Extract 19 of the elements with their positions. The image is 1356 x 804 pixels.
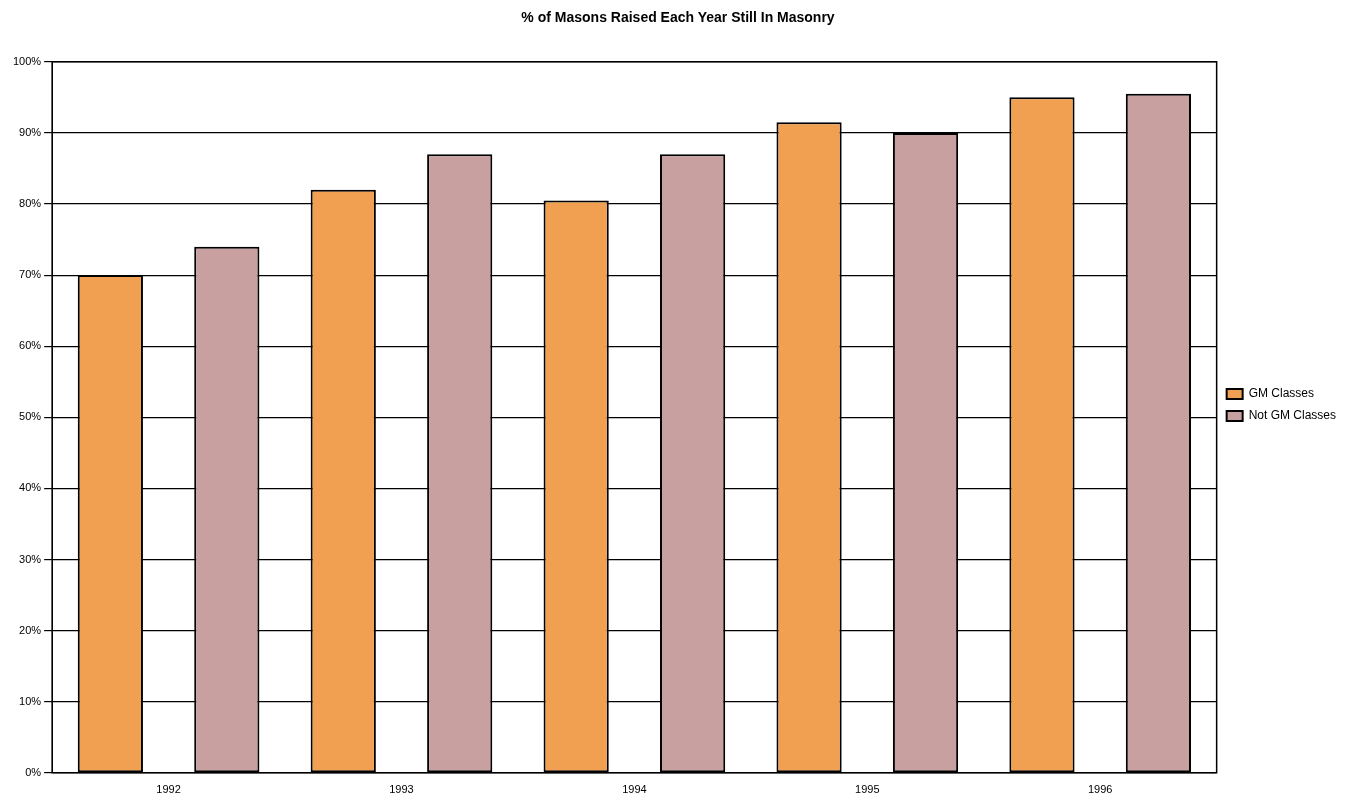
y-tick-label: 30%: [19, 552, 42, 565]
y-tick-label: 100%: [12, 54, 42, 67]
x-tick-label: 1993: [389, 783, 414, 796]
y-tick-label: 0%: [25, 765, 42, 778]
x-tick-label: 1995: [855, 783, 880, 796]
y-tick-label: 80%: [19, 197, 42, 210]
legend-label: Not GM Classes: [1248, 408, 1337, 423]
y-tick-label: 10%: [19, 694, 42, 707]
chart-title: % of Masons Raised Each Year Still In Masonry: [521, 9, 835, 26]
x-tick-label: 1994: [622, 783, 647, 796]
x-tick-label: 1996: [1087, 783, 1113, 796]
y-tick-label: 90%: [19, 125, 42, 138]
y-tick-label: 70%: [19, 268, 42, 281]
legend-label: GM Classes: [1248, 386, 1314, 401]
y-tick-label: 20%: [19, 623, 42, 636]
y-tick-label: 40%: [19, 481, 42, 494]
x-tick-label: 1992: [156, 783, 181, 796]
y-tick-label: 60%: [19, 339, 42, 352]
y-tick-label: 50%: [19, 410, 42, 423]
